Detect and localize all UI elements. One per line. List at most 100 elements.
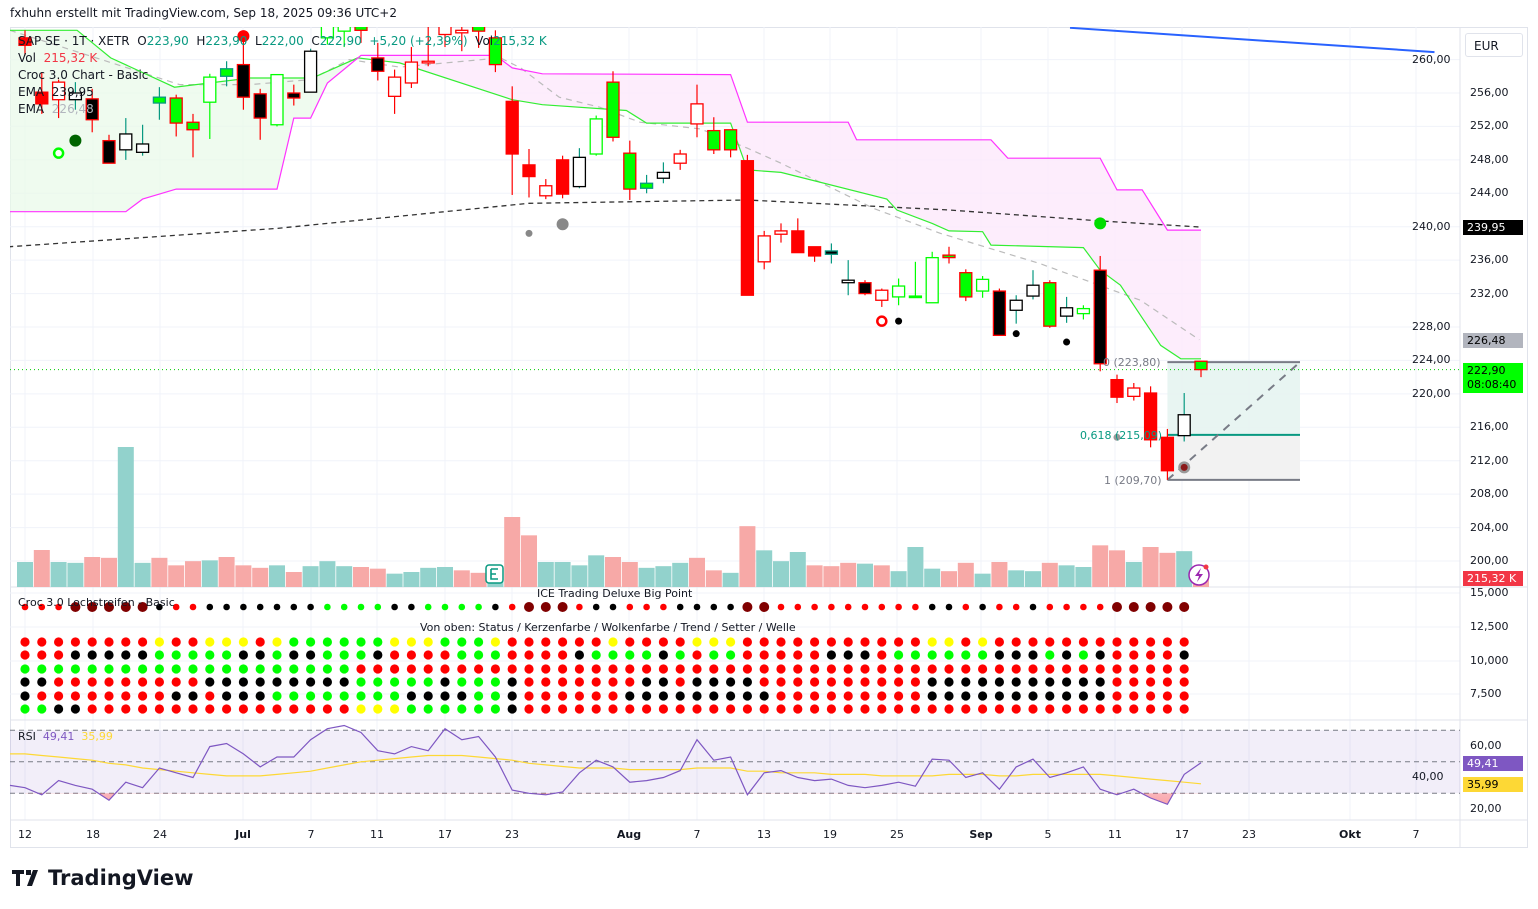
status-dot — [1078, 664, 1088, 674]
tradingview-logo[interactable]: TradingView — [12, 866, 193, 890]
status-dot — [1011, 664, 1021, 674]
big-point-dot — [120, 602, 131, 612]
status-dot — [978, 704, 988, 714]
big-point-dot — [844, 603, 852, 611]
open-value: 223,90 — [146, 34, 189, 48]
big-point-dot — [374, 603, 382, 611]
status-dot — [642, 650, 652, 660]
status-dot — [87, 664, 97, 674]
status-dot — [692, 704, 702, 714]
big-point-dot — [592, 603, 600, 611]
status-dot — [70, 637, 80, 647]
volume-bar — [689, 557, 705, 587]
status-dot — [994, 691, 1005, 701]
x-axis-label: 23 — [1242, 828, 1256, 841]
status-dot — [910, 677, 921, 687]
earnings-e-icon[interactable] — [485, 564, 504, 584]
volume-bar — [201, 560, 218, 587]
candle — [135, 143, 150, 153]
volume-bar — [1092, 545, 1109, 587]
status-dot — [1162, 650, 1172, 660]
status-dot — [121, 664, 131, 674]
status-dot — [1129, 637, 1139, 647]
big-point-dot — [1179, 602, 1190, 612]
status-dot — [339, 677, 349, 687]
big-point-dot — [441, 603, 449, 611]
status-dot — [994, 704, 1005, 714]
status-dot — [658, 704, 669, 714]
status-dot — [978, 691, 988, 701]
status-dot — [306, 704, 316, 714]
status-dot — [944, 664, 954, 674]
status-dot — [188, 637, 198, 647]
status-dot — [272, 664, 282, 674]
status-dot — [625, 650, 635, 660]
status-dot — [910, 691, 921, 701]
status-dot — [591, 691, 601, 701]
ema-long-label: EMA — [18, 85, 45, 99]
status-dot — [104, 677, 114, 687]
status-dot — [726, 704, 736, 714]
price-axis-label: 224,00 — [1412, 353, 1451, 367]
candle — [623, 152, 637, 190]
status-dot — [322, 637, 332, 647]
status-dot — [810, 664, 820, 674]
volume-bar — [571, 565, 588, 587]
price-pane[interactable] — [8, 14, 1460, 481]
status-dot — [339, 650, 349, 660]
status-dot — [810, 704, 820, 714]
status-dot — [793, 704, 803, 714]
volume-bar — [420, 567, 437, 587]
candle — [303, 50, 318, 93]
candle — [824, 250, 839, 255]
status-dot — [927, 637, 937, 647]
croc-chart-legend[interactable]: Croc 3.0 Chart - Basic — [18, 68, 149, 82]
bullish-cloud-fill — [10, 30, 361, 212]
status-dot — [994, 637, 1005, 647]
high-value: 223,90 — [205, 34, 248, 48]
volume-bar — [1058, 565, 1075, 587]
ema-long-legend[interactable]: EMA 239,95 — [18, 84, 94, 101]
status-dot — [1045, 637, 1055, 647]
status-dot — [1095, 704, 1105, 714]
big-point-dot — [576, 603, 583, 611]
volume-bar — [672, 562, 689, 587]
status-dot — [810, 691, 820, 701]
symbol-name[interactable]: SAP SE · 1T · XETR — [18, 34, 130, 48]
status-dot — [171, 691, 181, 701]
ema-short-legend[interactable]: EMA 226,48 — [18, 101, 94, 118]
currency-button[interactable]: EUR — [1465, 33, 1523, 57]
status-dot — [692, 691, 702, 701]
lochstreifen-title[interactable]: Croc 3.0 Lochstreifen - Basic — [18, 596, 175, 609]
volume-legend[interactable]: Vol 215,32 K — [18, 50, 97, 67]
x-axis-label: 5 — [1044, 828, 1052, 841]
status-dot — [490, 650, 500, 660]
status-dot — [272, 691, 282, 701]
volume-bar — [453, 570, 470, 587]
status-dot — [742, 704, 753, 714]
volume-bar — [235, 565, 252, 587]
ema-long-value: 239,95 — [51, 85, 94, 99]
status-dot — [558, 677, 568, 687]
status-dot — [1011, 691, 1021, 701]
status-dot — [910, 664, 921, 674]
status-dot — [558, 704, 568, 714]
x-axis-label: 24 — [153, 828, 167, 841]
status-dot — [574, 704, 585, 714]
volume-bar — [773, 561, 789, 587]
volume-bar — [722, 572, 739, 587]
status-dot — [793, 637, 803, 647]
status-dot — [255, 650, 265, 660]
status-dot — [675, 677, 685, 687]
status-dot — [289, 637, 299, 647]
lightning-alert-icon[interactable] — [1188, 564, 1210, 586]
rsi-legend[interactable]: RSI 49,41 35,99 — [18, 730, 113, 743]
status-dot — [255, 704, 265, 714]
status-dot — [1095, 691, 1105, 701]
status-dot — [104, 664, 114, 674]
volume-bar — [1176, 551, 1193, 587]
candle — [169, 97, 183, 124]
ema-long-price-box: 239,95 — [1463, 220, 1523, 235]
status-dot — [810, 637, 820, 647]
